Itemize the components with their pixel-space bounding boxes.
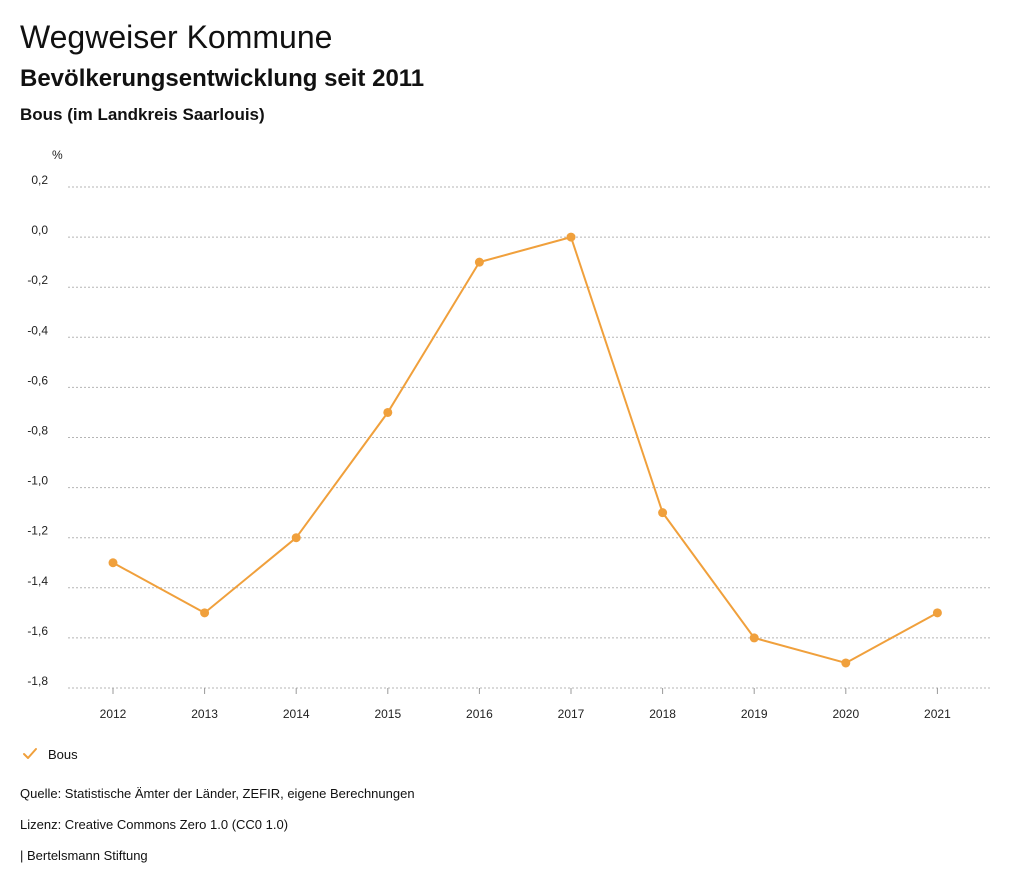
chart-title: Wegweiser Kommune [20, 19, 333, 55]
y-tick-label: 0,2 [31, 173, 48, 187]
series-line-bous [112, 236, 938, 664]
x-tick-label: 2014 [283, 707, 310, 721]
y-axis-unit-label: % [52, 148, 63, 162]
line-chart: % 0,2 0,0 -0,2 -0,4 -0,6 -0,8 -1,0 -1,2 -1,4 -1,6… [27, 148, 990, 721]
y-tick-label: -0,8 [27, 424, 48, 438]
x-axis: 2012 2013 2014 2015 2016 2017 2018 2019 2020 2021 [100, 688, 951, 721]
data-point[interactable] [841, 658, 851, 668]
y-tick-label: -1,2 [27, 524, 48, 538]
data-point[interactable] [200, 608, 210, 618]
y-tick-label: -1,8 [27, 674, 48, 688]
source-note: Quelle: Statistische Ämter der Länder, Z… [20, 786, 415, 801]
series-bous [108, 232, 942, 668]
data-point[interactable] [749, 633, 759, 643]
data-point[interactable] [383, 407, 393, 417]
x-tick-label: 2013 [191, 707, 218, 721]
chart-subtitle: Bevölkerungsentwicklung seit 2011 [20, 65, 425, 92]
data-point[interactable] [932, 608, 942, 618]
legend[interactable]: Bous [22, 744, 78, 764]
y-tick-label: -0,2 [27, 273, 48, 287]
y-tick-label: 0,0 [31, 223, 48, 237]
license-note: Lizenz: Creative Commons Zero 1.0 (CC0 1… [20, 817, 289, 832]
data-point[interactable] [291, 533, 301, 543]
x-tick-label: 2019 [741, 707, 768, 721]
gridlines [68, 186, 990, 689]
x-tick-label: 2021 [924, 707, 951, 721]
data-point[interactable] [658, 508, 668, 518]
data-point[interactable] [566, 232, 576, 242]
legend-label-bous: Bous [48, 746, 78, 762]
x-tick-label: 2017 [558, 707, 585, 721]
y-tick-label: -1,4 [27, 574, 48, 588]
x-tick-label: 2016 [466, 707, 493, 721]
checkmark-icon[interactable] [22, 746, 38, 762]
x-tick-label: 2015 [374, 707, 401, 721]
y-tick-label: -1,0 [27, 474, 48, 488]
y-axis: 0,2 0,0 -0,2 -0,4 -0,6 -0,8 -1,0 -1,2 -1,4 -1,6 -1… [27, 173, 48, 688]
x-tick-label: 2012 [100, 707, 127, 721]
publisher-note: | Bertelsmann Stiftung [20, 848, 148, 863]
data-point[interactable] [108, 558, 118, 568]
data-point[interactable] [474, 257, 484, 267]
region-label: Bous (im Landkreis Saarlouis) [20, 105, 265, 124]
x-tick-label: 2018 [649, 707, 676, 721]
y-tick-label: -1,6 [27, 624, 48, 638]
x-tick-label: 2020 [832, 707, 859, 721]
y-tick-label: -0,6 [27, 373, 48, 387]
y-tick-label: -0,4 [27, 323, 48, 337]
